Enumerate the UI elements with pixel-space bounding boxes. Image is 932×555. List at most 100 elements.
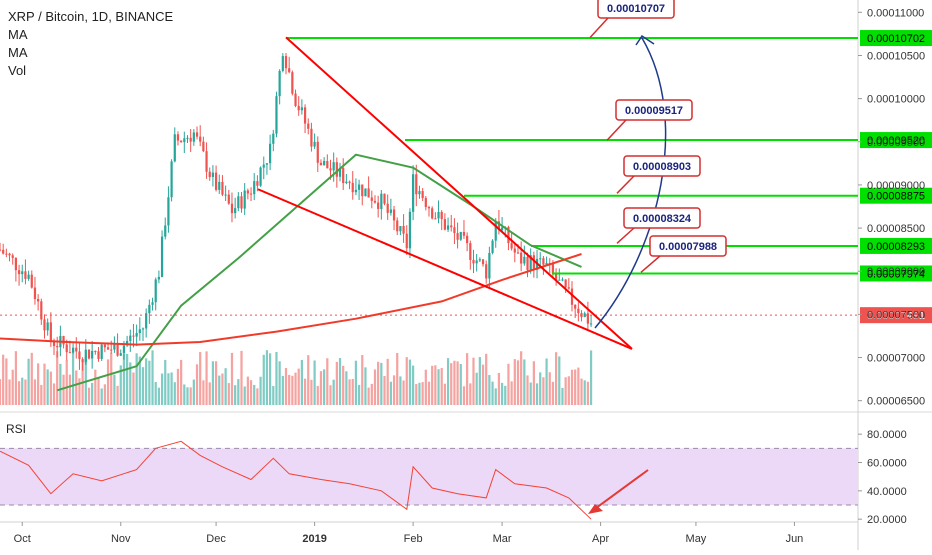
volume-bar	[316, 385, 319, 405]
volume-bar	[141, 367, 145, 405]
last-price-label: 0.00007491	[867, 310, 925, 322]
volume-bar	[125, 353, 129, 405]
volume-bar	[396, 352, 399, 405]
candle-body	[17, 270, 21, 275]
volume-bar	[373, 369, 377, 405]
volume-bar	[180, 359, 183, 405]
volume-bar	[367, 387, 370, 405]
candle-body	[326, 160, 329, 169]
volume-bar	[437, 369, 440, 405]
candle-body	[361, 184, 364, 197]
volume-bar	[234, 385, 237, 405]
volume-bar	[195, 364, 199, 405]
candle-body	[351, 182, 354, 193]
volume-bar	[469, 383, 472, 405]
last-price-tag	[860, 307, 932, 324]
moving-average-line	[56, 153, 582, 392]
volume-bar	[348, 379, 351, 405]
volume-bar	[97, 377, 100, 405]
volume-bar	[561, 387, 564, 405]
candle-body	[192, 132, 195, 142]
candle-body	[65, 344, 68, 353]
volume-bar	[87, 387, 91, 405]
candle-body	[510, 243, 513, 249]
candle-body	[2, 249, 5, 254]
volume-bar	[122, 353, 126, 405]
candle-body	[466, 235, 469, 244]
candle-body	[431, 208, 434, 219]
symbol-title[interactable]: XRP / Bitcoin, 1D, BINANCE	[8, 9, 174, 24]
volume-bar	[357, 384, 361, 405]
volume-bar	[59, 363, 62, 405]
candle-body	[577, 308, 580, 314]
wedge-lower-line	[257, 188, 633, 350]
volume-bar	[488, 374, 491, 405]
rsi-tick-label: 80.0000	[867, 429, 907, 441]
volume-bar	[186, 387, 189, 405]
indicator-ma-slow[interactable]: MA	[8, 45, 28, 60]
volume-bar	[345, 371, 348, 405]
candle-body	[148, 304, 151, 314]
candle-body	[214, 172, 218, 190]
candle-body	[37, 298, 40, 302]
volume-bar	[313, 360, 316, 405]
volume-bar	[380, 362, 383, 405]
volume-bar	[586, 381, 590, 405]
candle-body	[94, 351, 97, 353]
candle-body	[278, 70, 281, 97]
volume-bar	[297, 368, 300, 405]
candle-body	[275, 96, 278, 134]
rsi-tick-label: 20.0000	[867, 514, 907, 526]
rsi-title[interactable]: RSI	[6, 422, 27, 436]
candle-body	[303, 107, 307, 124]
level-tag-label: 0.00007974	[867, 268, 925, 280]
volume-bar	[145, 358, 148, 405]
volume-bar	[106, 359, 110, 405]
volume-bar	[37, 363, 40, 405]
level-tag	[860, 132, 932, 149]
volume-bar	[545, 358, 548, 405]
volume-bar	[208, 382, 211, 405]
candle-body	[459, 231, 462, 240]
candle-body	[554, 273, 558, 281]
candle-body	[167, 197, 170, 226]
volume-bar	[542, 377, 545, 405]
candle-body	[75, 347, 78, 352]
candle-body	[160, 236, 164, 277]
volume-bar	[262, 354, 265, 405]
candle-body	[113, 344, 116, 350]
volume-bar	[113, 374, 116, 405]
candle-body	[46, 322, 49, 331]
volume-bar	[246, 376, 249, 405]
volume-bar	[148, 360, 151, 405]
candle-body	[52, 341, 56, 347]
candle-body	[561, 279, 564, 281]
candle-body	[8, 253, 11, 256]
wedge-upper-line	[285, 36, 633, 350]
callout-box	[623, 155, 701, 177]
candle-body	[453, 227, 456, 234]
volume-bar	[103, 384, 106, 405]
candle-body	[542, 258, 545, 265]
candle-body	[437, 211, 440, 219]
candle-body	[224, 194, 227, 196]
callout-pointer	[606, 119, 627, 141]
candle-body	[100, 344, 103, 359]
time-tick-label: Feb	[404, 533, 423, 545]
projection-arrowhead	[635, 34, 655, 46]
indicator-ma-fast[interactable]: MA	[8, 27, 28, 42]
volume-bar	[399, 376, 402, 405]
volume-bar	[431, 365, 434, 405]
volume-bar	[243, 386, 246, 405]
volume-bar	[405, 357, 408, 405]
level-tag	[860, 265, 932, 282]
volume-bar	[424, 369, 427, 405]
volume-bar	[192, 379, 195, 405]
volume-bar	[415, 384, 418, 405]
volume-bar	[386, 358, 389, 405]
candle-body	[427, 207, 431, 209]
time-tick-label: Oct	[14, 533, 31, 545]
candle-body	[132, 335, 135, 337]
indicator-volume[interactable]: Vol	[8, 63, 27, 78]
